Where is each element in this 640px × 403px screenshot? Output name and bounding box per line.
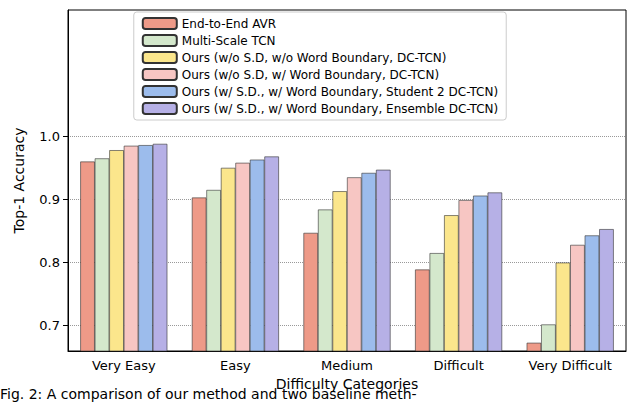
svg-text:End-to-End AVR: End-to-End AVR [182, 17, 276, 31]
svg-text:Difficulty Categories: Difficulty Categories [276, 376, 418, 392]
svg-text:Easy: Easy [220, 358, 251, 373]
svg-text:1.0: 1.0 [39, 129, 60, 144]
svg-text:Ours (w/o S.D, w/ Word Boundar: Ours (w/o S.D, w/ Word Boundary, DC-TCN) [182, 68, 439, 82]
svg-text:0.8: 0.8 [39, 255, 60, 270]
svg-text:Ours (w/ S.D., w/ Word Boundar: Ours (w/ S.D., w/ Word Boundary, Ensembl… [182, 102, 498, 116]
svg-text:Top-1 Accuracy: Top-1 Accuracy [11, 128, 27, 235]
svg-text:Multi-Scale TCN: Multi-Scale TCN [182, 34, 276, 48]
svg-text:Fig. 2: A comparison of our me: Fig. 2: A comparison of our method and t… [0, 386, 417, 402]
svg-text:Difficult: Difficult [433, 358, 483, 373]
svg-text:Medium: Medium [321, 358, 373, 373]
svg-text:Ours (w/o S.D, w/o Word Bounda: Ours (w/o S.D, w/o Word Boundary, DC-TCN… [182, 51, 447, 65]
svg-text:0.7: 0.7 [39, 318, 60, 333]
svg-text:0.9: 0.9 [39, 192, 60, 207]
svg-text:Ours (w/ S.D., w/ Word Boundar: Ours (w/ S.D., w/ Word Boundary, Student… [182, 85, 498, 99]
svg-text:Very Difficult: Very Difficult [529, 358, 612, 373]
svg-text:Very Easy: Very Easy [92, 358, 156, 373]
